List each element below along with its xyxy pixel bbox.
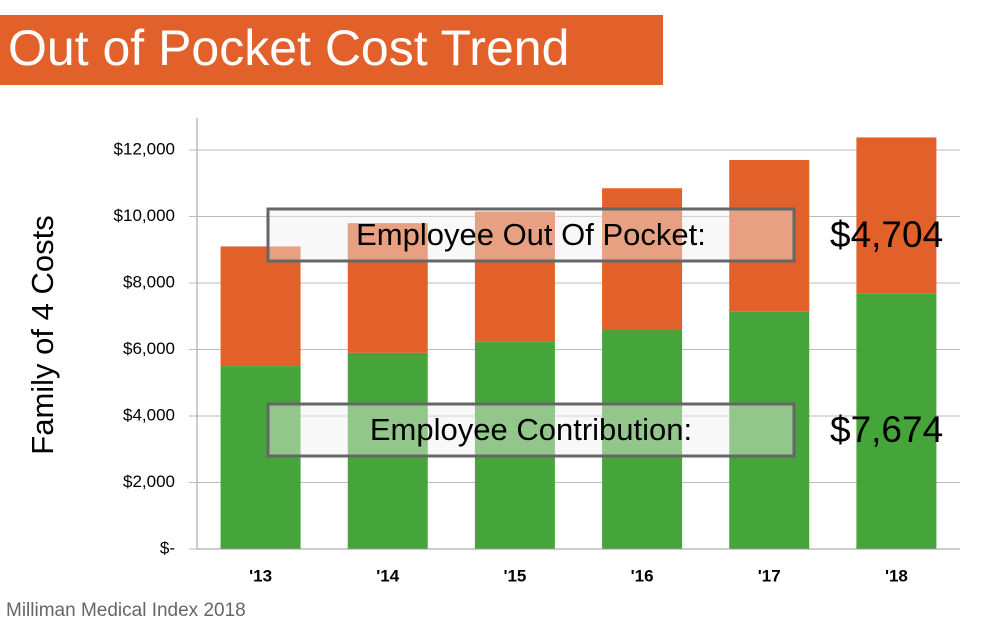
annotation-value: $7,674 [830,409,943,450]
bar-segment [347,223,428,353]
bar-segment [729,311,810,549]
bar-segment [729,159,810,312]
x-tick-label: '17 [758,566,781,585]
y-axis-label: Family of 4 Costs [25,215,60,454]
bar-segment [220,366,301,549]
bar-segment [602,329,683,549]
bar-segment [474,211,555,342]
bar-segment [856,293,937,549]
y-tick-label: $12,000 [114,139,175,158]
bar-segment [220,246,301,367]
x-tick-label: '15 [503,566,526,585]
x-tick-label: '14 [376,566,399,585]
chart-title: Out of Pocket Cost Trend [8,20,569,76]
x-tick-label: '13 [249,566,272,585]
bar-segment [602,188,683,330]
y-tick-label: $8,000 [123,272,175,291]
x-tick-label: '18 [885,566,908,585]
x-tick-label: '16 [631,566,654,585]
source: Milliman Medical Index 2018 [6,600,246,621]
annotation-value: $4,704 [830,214,943,255]
bar-segment [474,341,555,549]
annotation-box [266,402,796,458]
annotation-text: Employee Out Of Pocket: [356,217,706,252]
title-banner [0,15,663,85]
y-tick-label: $- [160,538,175,557]
bar-segment [347,352,428,549]
annotation-text: Employee Contribution: [370,412,692,447]
y-tick-label: $6,000 [123,339,175,358]
y-tick-label: $4,000 [123,405,175,424]
bar-segment [856,137,937,294]
y-tick-label: $10,000 [114,206,175,225]
annotation-box [266,207,796,263]
y-tick-label: $2,000 [123,472,175,491]
